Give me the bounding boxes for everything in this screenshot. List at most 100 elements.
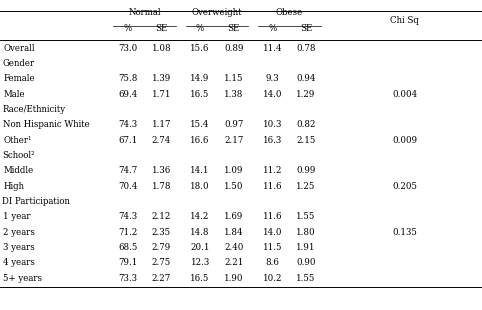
Text: 1.50: 1.50 [224,182,243,191]
Text: 16.3: 16.3 [263,135,282,145]
Text: 0.82: 0.82 [296,120,316,129]
Text: 1.38: 1.38 [224,90,243,99]
Text: 0.135: 0.135 [392,228,417,237]
Text: 2.17: 2.17 [224,135,243,145]
Text: 1.09: 1.09 [224,166,243,175]
Text: 10.3: 10.3 [263,120,282,129]
Text: 1.39: 1.39 [152,74,171,83]
Text: Non Hispanic White: Non Hispanic White [3,120,90,129]
Text: 69.4: 69.4 [118,90,137,99]
Text: 15.4: 15.4 [190,120,210,129]
Text: 0.90: 0.90 [296,258,316,268]
Text: 74.7: 74.7 [118,166,137,175]
Text: 0.99: 0.99 [296,166,316,175]
Text: 14.2: 14.2 [190,212,210,221]
Text: 11.6: 11.6 [263,212,282,221]
Text: 14.1: 14.1 [190,166,210,175]
Text: 1.90: 1.90 [224,274,243,283]
Text: %: % [196,24,204,33]
Text: %: % [268,24,277,33]
Text: 15.6: 15.6 [190,43,210,53]
Text: 67.1: 67.1 [118,135,137,145]
Text: 3 years: 3 years [3,243,35,252]
Text: Overweight: Overweight [192,8,242,17]
Text: 20.1: 20.1 [190,243,210,252]
Text: 10.2: 10.2 [263,274,282,283]
Text: 2.35: 2.35 [152,228,171,237]
Text: 9.3: 9.3 [266,74,279,83]
Text: 1.69: 1.69 [224,212,243,221]
Text: Race/Ethnicity: Race/Ethnicity [2,105,66,114]
Text: 14.9: 14.9 [190,74,210,83]
Text: 1.80: 1.80 [296,228,316,237]
Text: 0.009: 0.009 [392,135,417,145]
Text: 1.55: 1.55 [296,212,316,221]
Text: 73.3: 73.3 [118,274,137,283]
Text: 1.36: 1.36 [152,166,171,175]
Text: Overall: Overall [3,43,35,53]
Text: 0.97: 0.97 [224,120,243,129]
Text: 1.15: 1.15 [224,74,243,83]
Text: 74.3: 74.3 [118,120,137,129]
Text: DI Participation: DI Participation [2,197,70,206]
Text: 2.12: 2.12 [152,212,171,221]
Text: 11.5: 11.5 [263,243,282,252]
Text: 4 years: 4 years [3,258,35,268]
Text: 1.78: 1.78 [152,182,171,191]
Text: 1.55: 1.55 [296,274,316,283]
Text: 2.21: 2.21 [224,258,243,268]
Text: 79.1: 79.1 [118,258,137,268]
Text: SE: SE [228,24,240,33]
Text: 11.6: 11.6 [263,182,282,191]
Text: High: High [3,182,25,191]
Text: School²: School² [2,151,35,160]
Text: Normal: Normal [128,8,161,17]
Text: Chi Sq: Chi Sq [390,16,419,25]
Text: 16.5: 16.5 [190,274,210,283]
Text: 1.84: 1.84 [224,228,243,237]
Text: SE: SE [300,24,312,33]
Text: 2.40: 2.40 [224,243,243,252]
Text: 2.75: 2.75 [152,258,171,268]
Text: 1 year: 1 year [3,212,31,221]
Text: Gender: Gender [2,59,35,68]
Text: 75.8: 75.8 [118,74,137,83]
Text: 1.08: 1.08 [152,43,171,53]
Text: %: % [123,24,132,33]
Text: 2.15: 2.15 [296,135,316,145]
Text: 70.4: 70.4 [118,182,137,191]
Text: Other¹: Other¹ [3,135,32,145]
Text: 71.2: 71.2 [118,228,137,237]
Text: 0.205: 0.205 [392,182,417,191]
Text: 0.78: 0.78 [296,43,316,53]
Text: Male: Male [3,90,25,99]
Text: 18.0: 18.0 [190,182,210,191]
Text: 2.27: 2.27 [152,274,171,283]
Text: 0.004: 0.004 [392,90,417,99]
Text: 14.8: 14.8 [190,228,210,237]
Text: 1.25: 1.25 [296,182,316,191]
Text: 12.3: 12.3 [190,258,210,268]
Text: 5+ years: 5+ years [3,274,42,283]
Text: 2.74: 2.74 [152,135,171,145]
Text: 11.2: 11.2 [263,166,282,175]
Text: 0.89: 0.89 [224,43,243,53]
Text: 1.17: 1.17 [152,120,171,129]
Text: 2.79: 2.79 [152,243,171,252]
Text: 73.0: 73.0 [118,43,137,53]
Text: 74.3: 74.3 [118,212,137,221]
Text: Middle: Middle [3,166,34,175]
Text: 2 years: 2 years [3,228,35,237]
Text: 11.4: 11.4 [263,43,282,53]
Text: 16.6: 16.6 [190,135,210,145]
Text: SE: SE [155,24,168,33]
Text: 0.94: 0.94 [296,74,316,83]
Text: 8.6: 8.6 [266,258,279,268]
Text: 1.71: 1.71 [152,90,171,99]
Text: 14.0: 14.0 [263,228,282,237]
Text: 16.5: 16.5 [190,90,210,99]
Text: Obese: Obese [276,8,303,17]
Text: 1.91: 1.91 [296,243,316,252]
Text: 1.29: 1.29 [296,90,316,99]
Text: 14.0: 14.0 [263,90,282,99]
